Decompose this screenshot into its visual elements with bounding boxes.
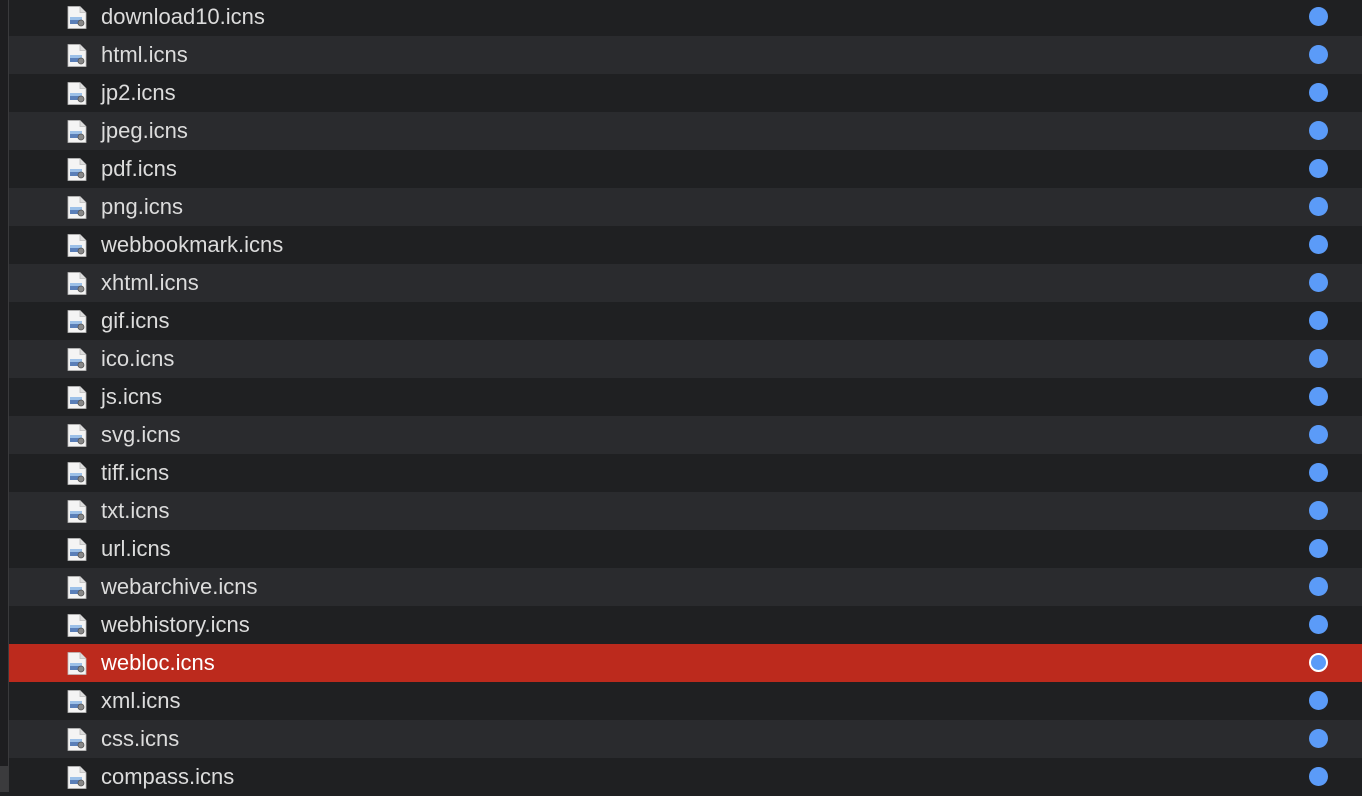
document-icon bbox=[66, 272, 88, 295]
file-name: url.icns bbox=[101, 536, 171, 561]
document-icon bbox=[66, 538, 88, 561]
document-icon bbox=[66, 614, 88, 637]
file-row[interactable]: compass.icns bbox=[9, 758, 1362, 796]
document-icon bbox=[66, 44, 88, 67]
blue-tag-dot-icon bbox=[1309, 615, 1328, 634]
blue-tag-dot-icon bbox=[1309, 349, 1328, 368]
file-name: svg.icns bbox=[101, 422, 181, 447]
document-icon bbox=[66, 690, 88, 713]
document-icon bbox=[66, 728, 88, 751]
file-row[interactable]: txt.icns bbox=[9, 492, 1362, 530]
file-row[interactable]: gif.icns bbox=[9, 302, 1362, 340]
blue-tag-dot-icon bbox=[1309, 235, 1328, 254]
file-name: tiff.icns bbox=[101, 460, 170, 485]
blue-tag-dot-icon bbox=[1309, 45, 1328, 64]
file-name: css.icns bbox=[101, 726, 180, 751]
file-row[interactable]: jp2.icns bbox=[9, 74, 1362, 112]
file-row[interactable]: png.icns bbox=[9, 188, 1362, 226]
blue-tag-dot-icon bbox=[1309, 729, 1328, 748]
document-icon bbox=[66, 386, 88, 409]
file-name: download10.icns bbox=[101, 4, 265, 29]
file-row[interactable]: webloc.icns bbox=[9, 644, 1362, 682]
file-row[interactable]: download10.icns bbox=[9, 0, 1362, 36]
document-icon bbox=[66, 462, 88, 485]
file-list: download10.icns html.icns jp2.icns jpeg.icn… bbox=[9, 0, 1362, 796]
file-name: js.icns bbox=[101, 384, 163, 409]
file-name: pdf.icns bbox=[101, 156, 177, 181]
file-row[interactable]: url.icns bbox=[9, 530, 1362, 568]
document-icon bbox=[66, 424, 88, 447]
blue-tag-dot-icon bbox=[1309, 197, 1328, 216]
file-name: txt.icns bbox=[101, 498, 170, 523]
document-icon bbox=[66, 82, 88, 105]
file-row[interactable]: js.icns bbox=[9, 378, 1362, 416]
blue-tag-dot-icon bbox=[1309, 767, 1328, 786]
file-name: webhistory.icns bbox=[101, 612, 250, 637]
blue-tag-dot-icon bbox=[1309, 311, 1328, 330]
document-icon bbox=[66, 766, 88, 789]
file-row[interactable]: webarchive.icns bbox=[9, 568, 1362, 606]
file-row[interactable]: webbookmark.icns bbox=[9, 226, 1362, 264]
file-row[interactable]: ico.icns bbox=[9, 340, 1362, 378]
file-row[interactable]: xhtml.icns bbox=[9, 264, 1362, 302]
blue-tag-dot-icon bbox=[1309, 691, 1328, 710]
file-name: jp2.icns bbox=[101, 80, 176, 105]
file-name: gif.icns bbox=[101, 308, 170, 333]
document-icon bbox=[66, 576, 88, 599]
blue-tag-dot-icon bbox=[1309, 577, 1328, 596]
document-icon bbox=[66, 120, 88, 143]
file-name: xhtml.icns bbox=[101, 270, 199, 295]
file-name: html.icns bbox=[101, 42, 188, 67]
file-name: webbookmark.icns bbox=[101, 232, 284, 257]
document-icon bbox=[66, 196, 88, 219]
file-row[interactable]: jpeg.icns bbox=[9, 112, 1362, 150]
file-name: compass.icns bbox=[101, 764, 235, 789]
document-icon bbox=[66, 348, 88, 371]
file-row[interactable]: tiff.icns bbox=[9, 454, 1362, 492]
blue-tag-dot-icon bbox=[1309, 425, 1328, 444]
blue-tag-dot-icon bbox=[1309, 273, 1328, 292]
document-icon bbox=[66, 310, 88, 333]
file-row[interactable]: pdf.icns bbox=[9, 150, 1362, 188]
blue-tag-dot-icon bbox=[1309, 387, 1328, 406]
file-name: webloc.icns bbox=[101, 650, 215, 675]
blue-tag-dot-icon bbox=[1309, 539, 1328, 558]
file-name: jpeg.icns bbox=[101, 118, 188, 143]
blue-tag-dot-icon bbox=[1309, 7, 1328, 26]
blue-tag-dot-icon bbox=[1309, 121, 1328, 140]
file-row[interactable]: svg.icns bbox=[9, 416, 1362, 454]
document-icon bbox=[66, 234, 88, 257]
document-icon bbox=[66, 6, 88, 29]
sidebar-pane-edge bbox=[0, 0, 9, 792]
blue-tag-dot-icon bbox=[1309, 83, 1328, 102]
file-row[interactable]: xml.icns bbox=[9, 682, 1362, 720]
blue-tag-dot-icon bbox=[1309, 653, 1328, 672]
file-name: png.icns bbox=[101, 194, 183, 219]
blue-tag-dot-icon bbox=[1309, 159, 1328, 178]
blue-tag-dot-icon bbox=[1309, 463, 1328, 482]
document-icon bbox=[66, 158, 88, 181]
blue-tag-dot-icon bbox=[1309, 501, 1328, 520]
file-name: ico.icns bbox=[101, 346, 175, 371]
document-icon bbox=[66, 652, 88, 675]
file-row[interactable]: css.icns bbox=[9, 720, 1362, 758]
file-row[interactable]: html.icns bbox=[9, 36, 1362, 74]
file-row[interactable]: webhistory.icns bbox=[9, 606, 1362, 644]
document-icon bbox=[66, 500, 88, 523]
sidebar-scroll-nub bbox=[0, 766, 8, 792]
file-name: xml.icns bbox=[101, 688, 181, 713]
file-name: webarchive.icns bbox=[101, 574, 258, 599]
